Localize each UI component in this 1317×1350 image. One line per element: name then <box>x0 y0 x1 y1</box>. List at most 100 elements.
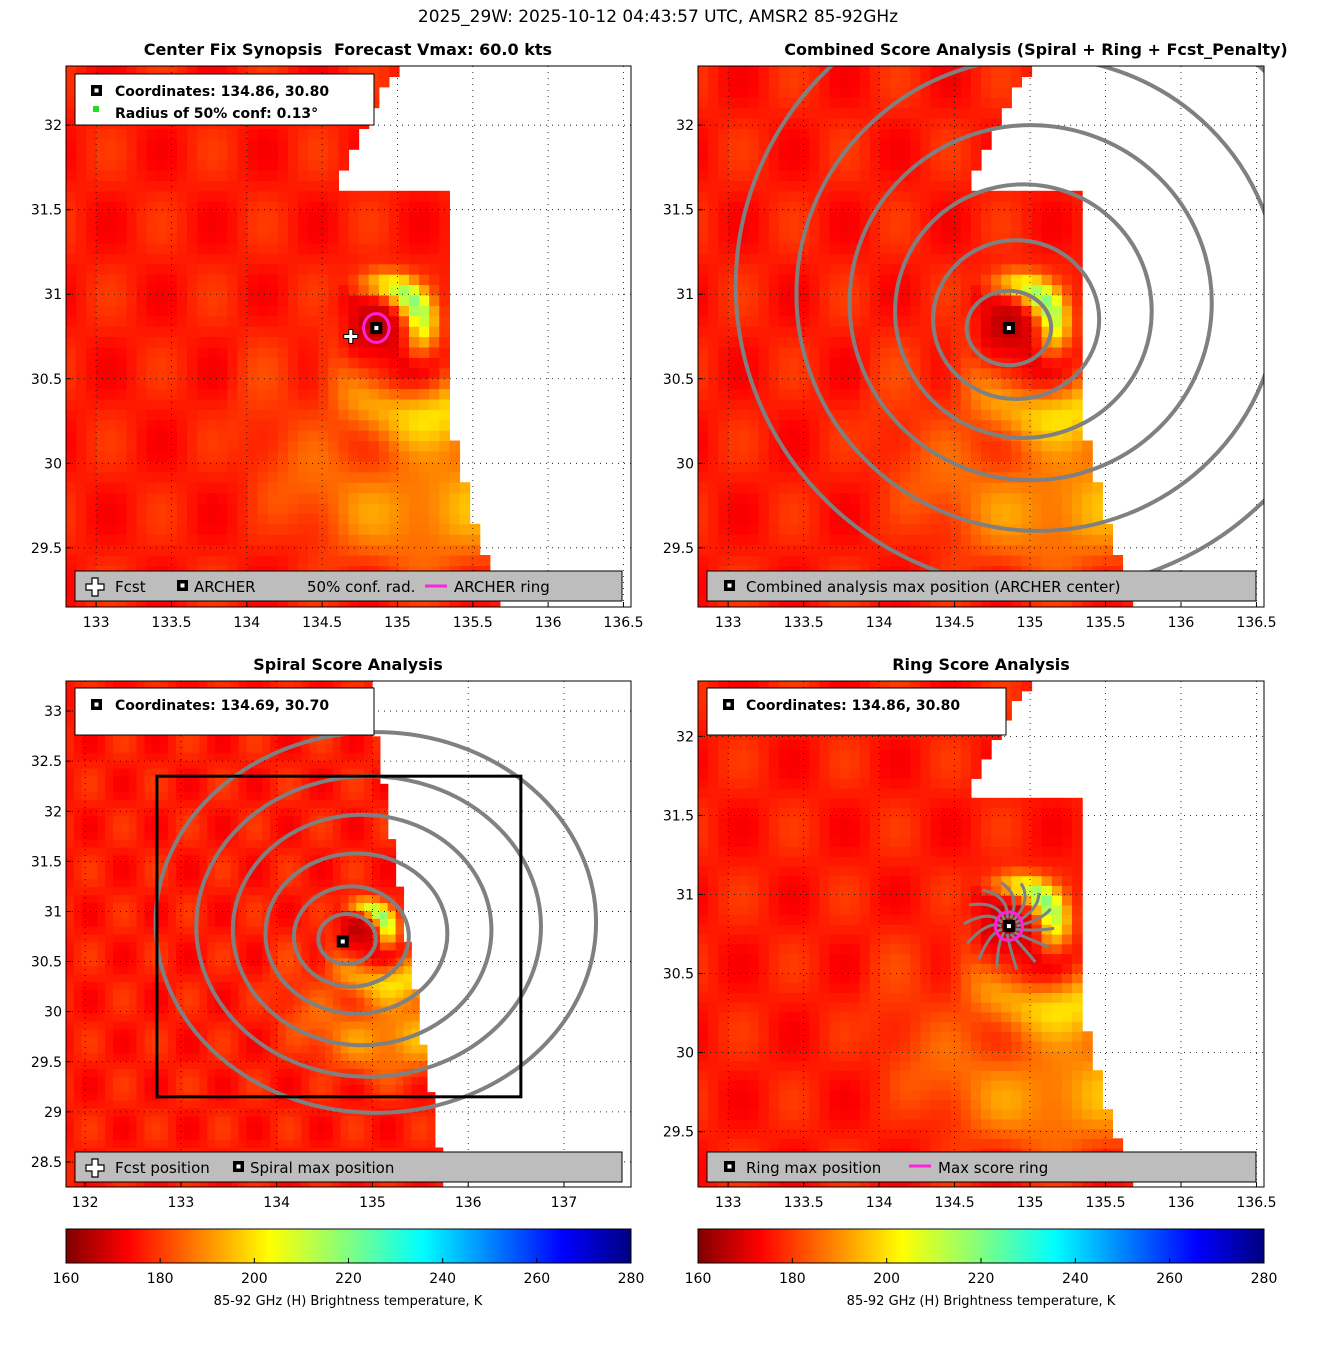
heatmap-cell <box>829 471 841 483</box>
heatmap-cell <box>1031 419 1043 431</box>
heatmap-cell <box>819 294 831 306</box>
heatmap-cell <box>128 736 138 745</box>
heatmap-cell <box>1031 555 1043 566</box>
heatmap-cell <box>409 305 420 317</box>
heatmap-cell <box>257 180 269 192</box>
heatmap-cell <box>708 596 719 607</box>
gridlines <box>698 66 1264 607</box>
heatmap-cell <box>318 503 329 514</box>
heatmap-cell <box>66 1044 75 1054</box>
heatmap-cell <box>981 346 992 358</box>
heatmap-cell <box>890 503 901 514</box>
heatmap-cell <box>247 326 259 338</box>
heatmap-cell <box>136 783 146 793</box>
heatmap-cell <box>146 471 158 483</box>
heatmap-cell <box>146 544 158 556</box>
heatmap-cell <box>338 190 350 202</box>
heatmap-cell <box>175 799 185 809</box>
heatmap-cell <box>81 886 91 896</box>
heatmap-cell <box>1001 409 1012 421</box>
heatmap-cell <box>920 336 932 348</box>
heatmap-cell <box>217 336 228 348</box>
heatmap-cell <box>879 523 891 535</box>
heatmap-cell <box>368 450 380 462</box>
heatmap-cell <box>86 66 97 77</box>
heatmap-cell <box>1051 378 1063 390</box>
heatmap-cell <box>728 66 740 77</box>
heatmap-cell <box>1051 450 1063 462</box>
heatmap-cell <box>126 398 138 410</box>
heatmap-cell <box>187 315 198 327</box>
heatmap-cell <box>910 450 922 462</box>
heatmap-cell <box>105 791 114 801</box>
heatmap-cell <box>308 471 319 483</box>
heatmap-cell <box>748 346 760 358</box>
heatmap-cell <box>227 555 239 566</box>
heatmap-cell <box>768 503 780 514</box>
heatmap-cell <box>1051 294 1063 306</box>
heatmap-cell <box>358 336 370 348</box>
heatmap-cell <box>136 941 146 951</box>
heatmap-cell <box>738 190 750 202</box>
heatmap-cell <box>288 492 299 504</box>
heatmap-cell <box>429 305 440 317</box>
heatmap-cell <box>156 388 168 400</box>
heatmap-cell <box>136 886 146 896</box>
heatmap-cell <box>237 253 249 265</box>
heatmap-cell <box>267 232 279 244</box>
heatmap-cell <box>738 180 750 192</box>
heatmap-cell <box>96 555 107 566</box>
heatmap-cell <box>183 854 193 864</box>
heatmap-cell <box>146 346 158 358</box>
tick-labels: 133 133.5 134 134.5 135 135.5 136 136.529.53030… <box>31 118 644 631</box>
heatmap-cell <box>81 1028 91 1038</box>
heatmap-cell <box>144 965 153 975</box>
heatmap-cell <box>97 1013 106 1022</box>
heatmap-cell <box>970 461 982 473</box>
heatmap-cell <box>191 1107 201 1117</box>
heatmap-cell <box>991 544 1002 556</box>
heatmap-cell <box>1041 398 1053 410</box>
heatmap-cell <box>869 86 881 98</box>
heatmap-cell <box>217 471 228 483</box>
heatmap-cell <box>175 1115 185 1125</box>
heatmap-cell <box>890 107 901 119</box>
heatmap-cell <box>708 66 719 77</box>
heatmap-cell <box>960 388 972 400</box>
heatmap-cell <box>146 398 158 410</box>
heatmap-cell <box>308 555 319 566</box>
heatmap-cell <box>96 544 107 556</box>
heatmap-cell <box>1001 253 1012 265</box>
heatmap-cell <box>160 815 169 824</box>
heatmap-cell <box>388 326 400 338</box>
heatmap-cell <box>106 242 118 254</box>
heatmap-cell <box>950 471 962 483</box>
heatmap-cell <box>136 232 148 244</box>
heatmap-cell <box>247 232 259 244</box>
heatmap-cell <box>940 503 952 514</box>
heatmap-cell <box>197 326 208 338</box>
combined-title: Combined Score Analysis (Spiral + Ring +… <box>784 40 1287 59</box>
heatmap-cell <box>267 180 279 192</box>
heatmap-cell <box>698 263 709 275</box>
heatmap-cell <box>439 232 450 244</box>
heatmap-cell <box>728 513 740 525</box>
heatmap-cell <box>348 66 360 77</box>
heatmap-cell <box>338 315 350 327</box>
heatmap-cell <box>708 378 719 390</box>
heatmap-cell <box>237 66 249 77</box>
heatmap-cell <box>144 736 153 745</box>
heatmap-cell <box>419 263 430 275</box>
heatmap-cell <box>247 378 259 390</box>
heatmap-cell <box>76 471 87 483</box>
heatmap-cell <box>97 878 106 888</box>
heatmap-cell <box>105 973 114 983</box>
heatmap-cell <box>113 973 122 983</box>
heatmap-cell <box>960 232 972 244</box>
heatmap-cell <box>799 523 810 535</box>
heatmap-cell <box>237 409 249 421</box>
heatmap-cell <box>718 326 729 338</box>
heatmap-cell <box>368 492 380 504</box>
heatmap-cell <box>146 232 158 244</box>
heatmap-cell <box>378 66 390 77</box>
